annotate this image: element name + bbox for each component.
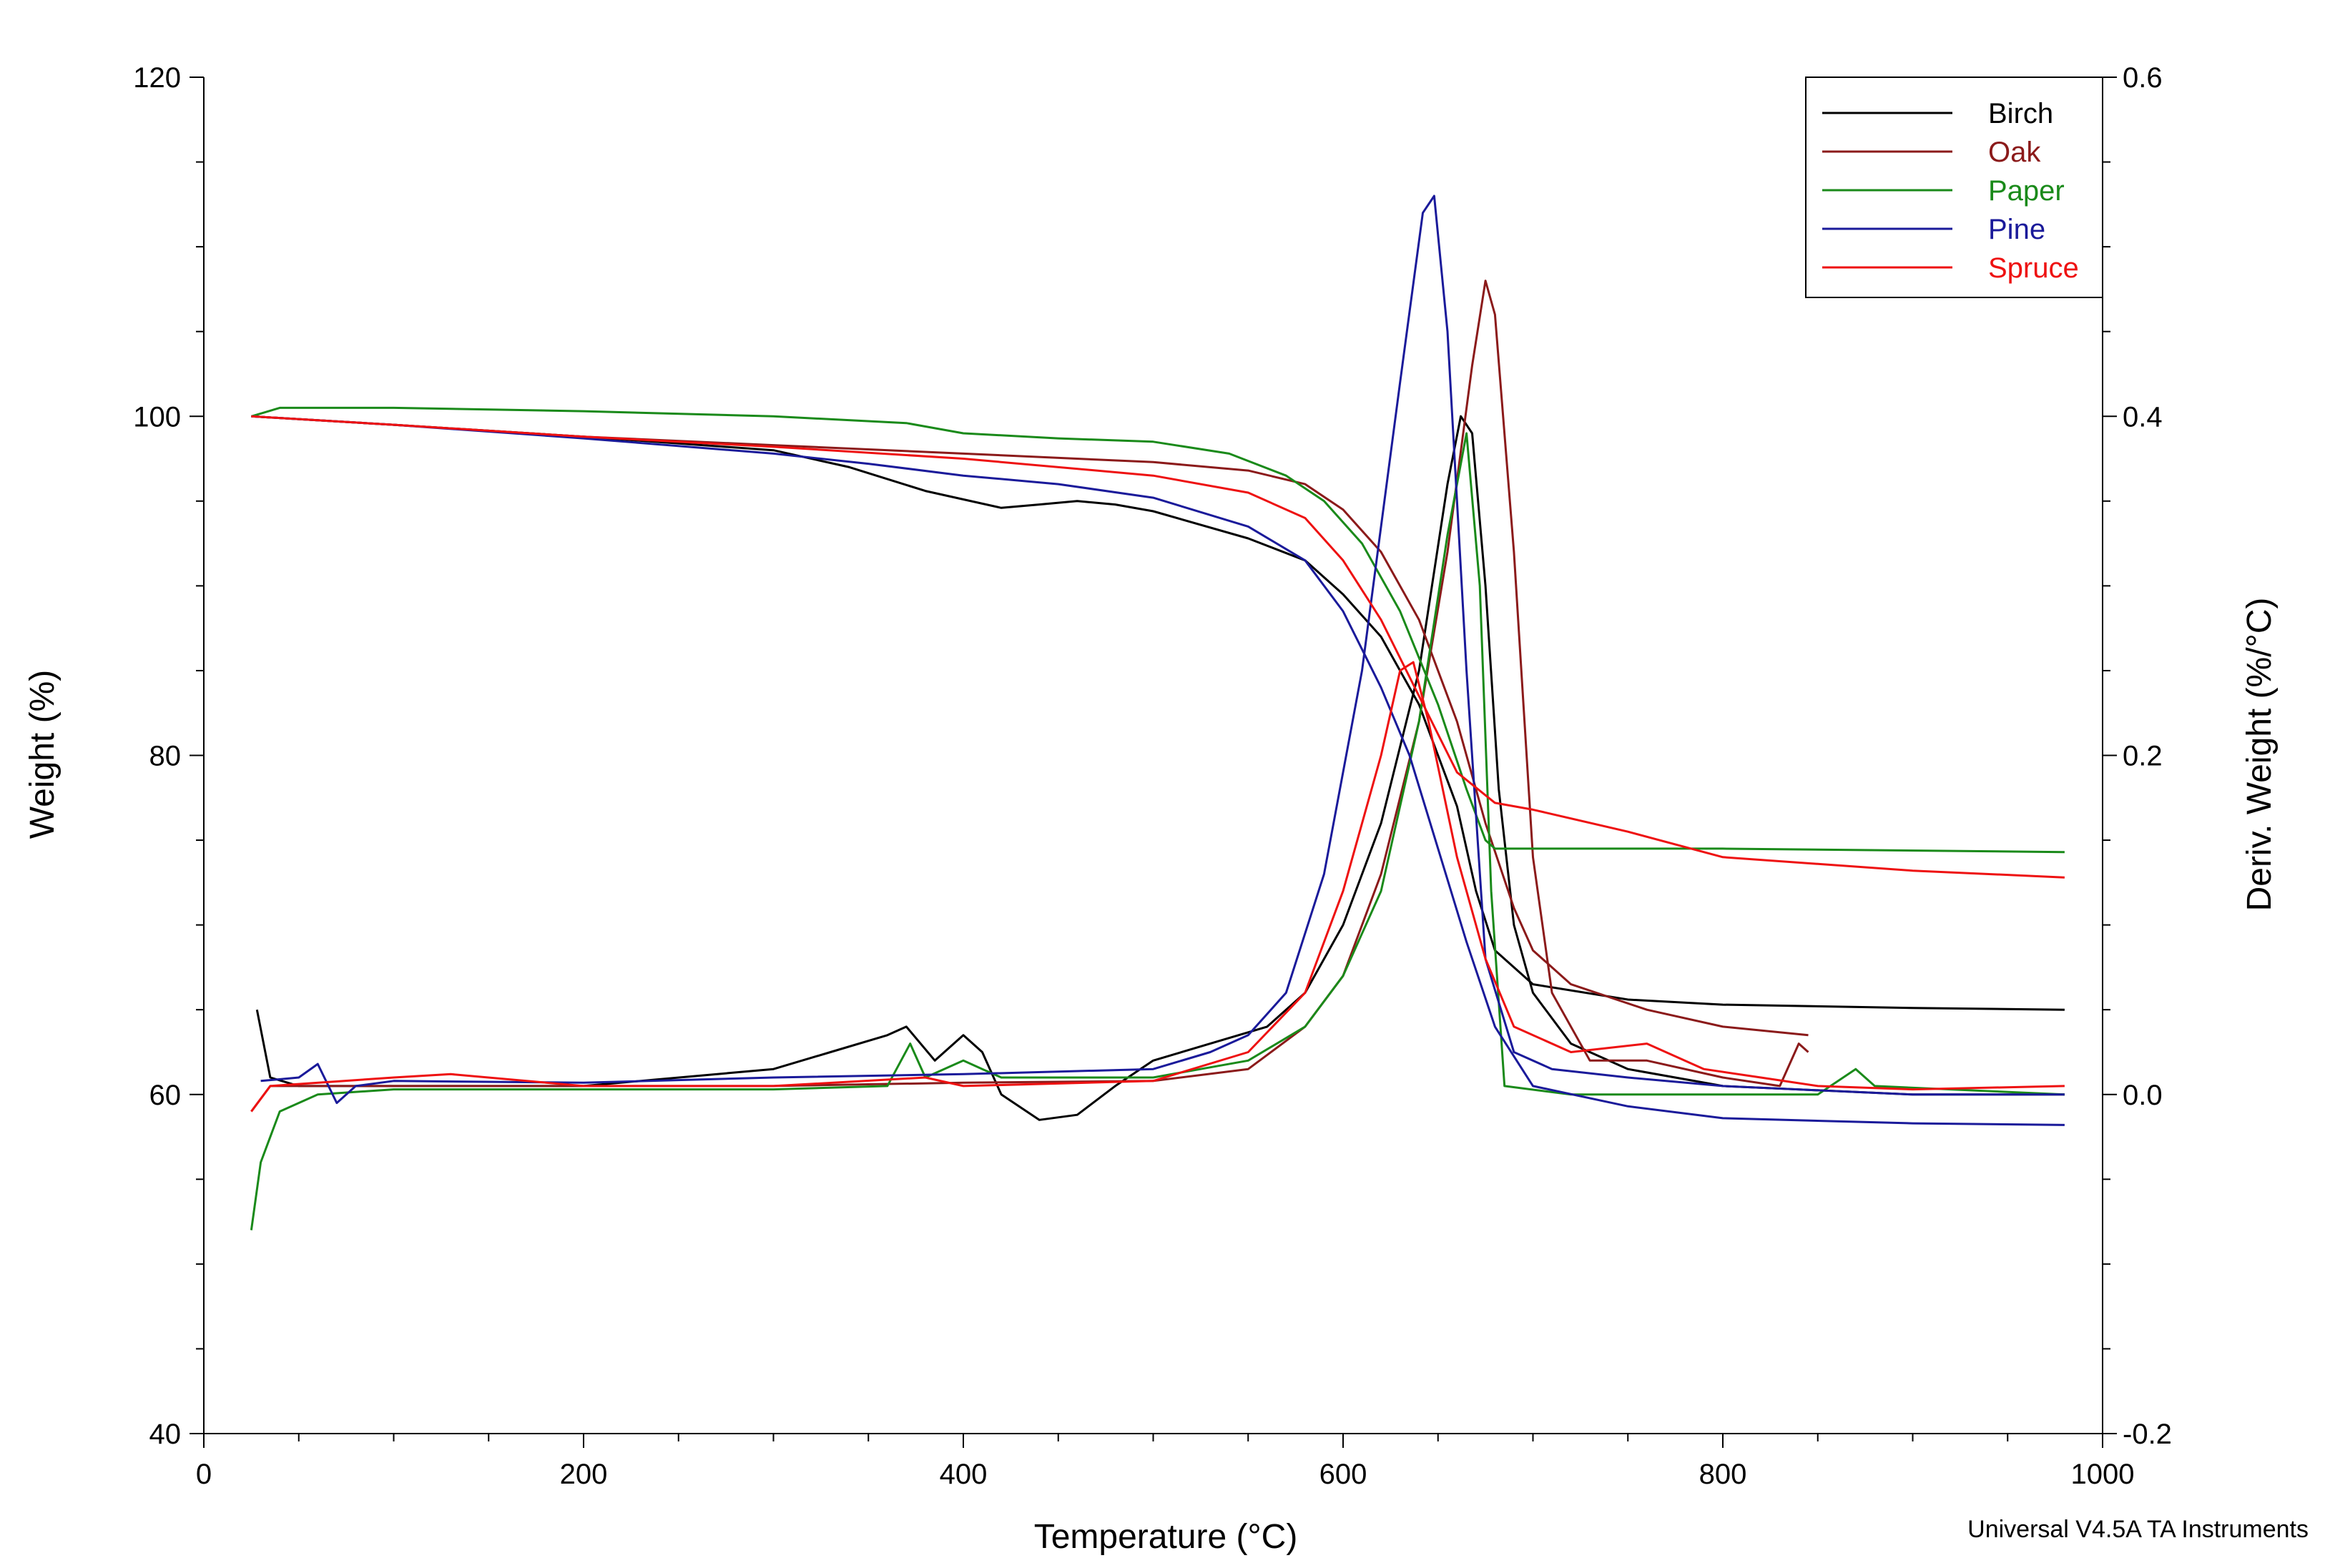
- series-birch-deriv-line: [255, 415, 2065, 1121]
- x-tick-label: 400: [940, 1459, 988, 1490]
- plot-lines: [250, 194, 2065, 1231]
- series-pine-deriv-line: [260, 194, 2065, 1105]
- x-tick-label: 600: [1319, 1459, 1367, 1490]
- legend-label-pine: Pine: [1988, 214, 2045, 245]
- y-right-tick-label: -0.2: [2123, 1419, 2172, 1450]
- y-left-tick-label: 40: [149, 1419, 182, 1450]
- y-left-tick-label: 80: [149, 741, 182, 772]
- tick-labels: 0 200 400 600 800 1000 40 60 80 100 120 -0.2 0.0 0.2 0…: [133, 62, 2172, 1490]
- legend-label-birch: Birch: [1988, 98, 2053, 129]
- y-right-axis-title: Deriv. Weight (%/°C): [2241, 598, 2279, 912]
- x-axis-title: Temperature (°C): [1034, 1518, 1298, 1556]
- y-left-tick-label: 60: [149, 1080, 182, 1111]
- series-paper-weight-line: [250, 406, 2065, 854]
- y-left-tick-label: 100: [133, 401, 181, 433]
- y-left-axis-title: Weight (%): [24, 670, 62, 839]
- legend: Birch Oak Paper Pine Spruce: [1805, 77, 2103, 298]
- x-tick-label: 200: [560, 1459, 608, 1490]
- series-oak-weight-line: [251, 415, 1809, 1037]
- y-right-tick-label: 0.6: [2123, 62, 2163, 94]
- axes: [190, 77, 2117, 1448]
- legend-label-paper: Paper: [1988, 175, 2065, 207]
- x-tick-label: 800: [1699, 1459, 1747, 1490]
- series-spruce-weight-line: [251, 415, 2065, 879]
- series-pine-weight-line: [251, 415, 2065, 1126]
- series-oak-deriv-line: [250, 280, 1809, 1113]
- legend-items: Birch Oak Paper Pine Spruce: [1822, 98, 2079, 284]
- x-tick-label: 0: [196, 1459, 212, 1490]
- instrument-footer: Universal V4.5A TA Instruments: [1967, 1516, 2309, 1543]
- legend-label-spruce: Spruce: [1988, 252, 2079, 284]
- legend-label-oak: Oak: [1988, 137, 2041, 168]
- series-paper-deriv-line: [250, 432, 2065, 1231]
- y-right-tick-label: 0.4: [2123, 401, 2163, 433]
- y-right-tick-label: 0.2: [2123, 741, 2163, 772]
- y-right-tick-label: 0.0: [2123, 1080, 2163, 1111]
- series-spruce-deriv-line: [250, 661, 2065, 1113]
- series-birch-weight-line: [251, 415, 2065, 1011]
- y-left-tick-label: 120: [133, 62, 181, 94]
- x-tick-label: 1000: [2071, 1459, 2135, 1490]
